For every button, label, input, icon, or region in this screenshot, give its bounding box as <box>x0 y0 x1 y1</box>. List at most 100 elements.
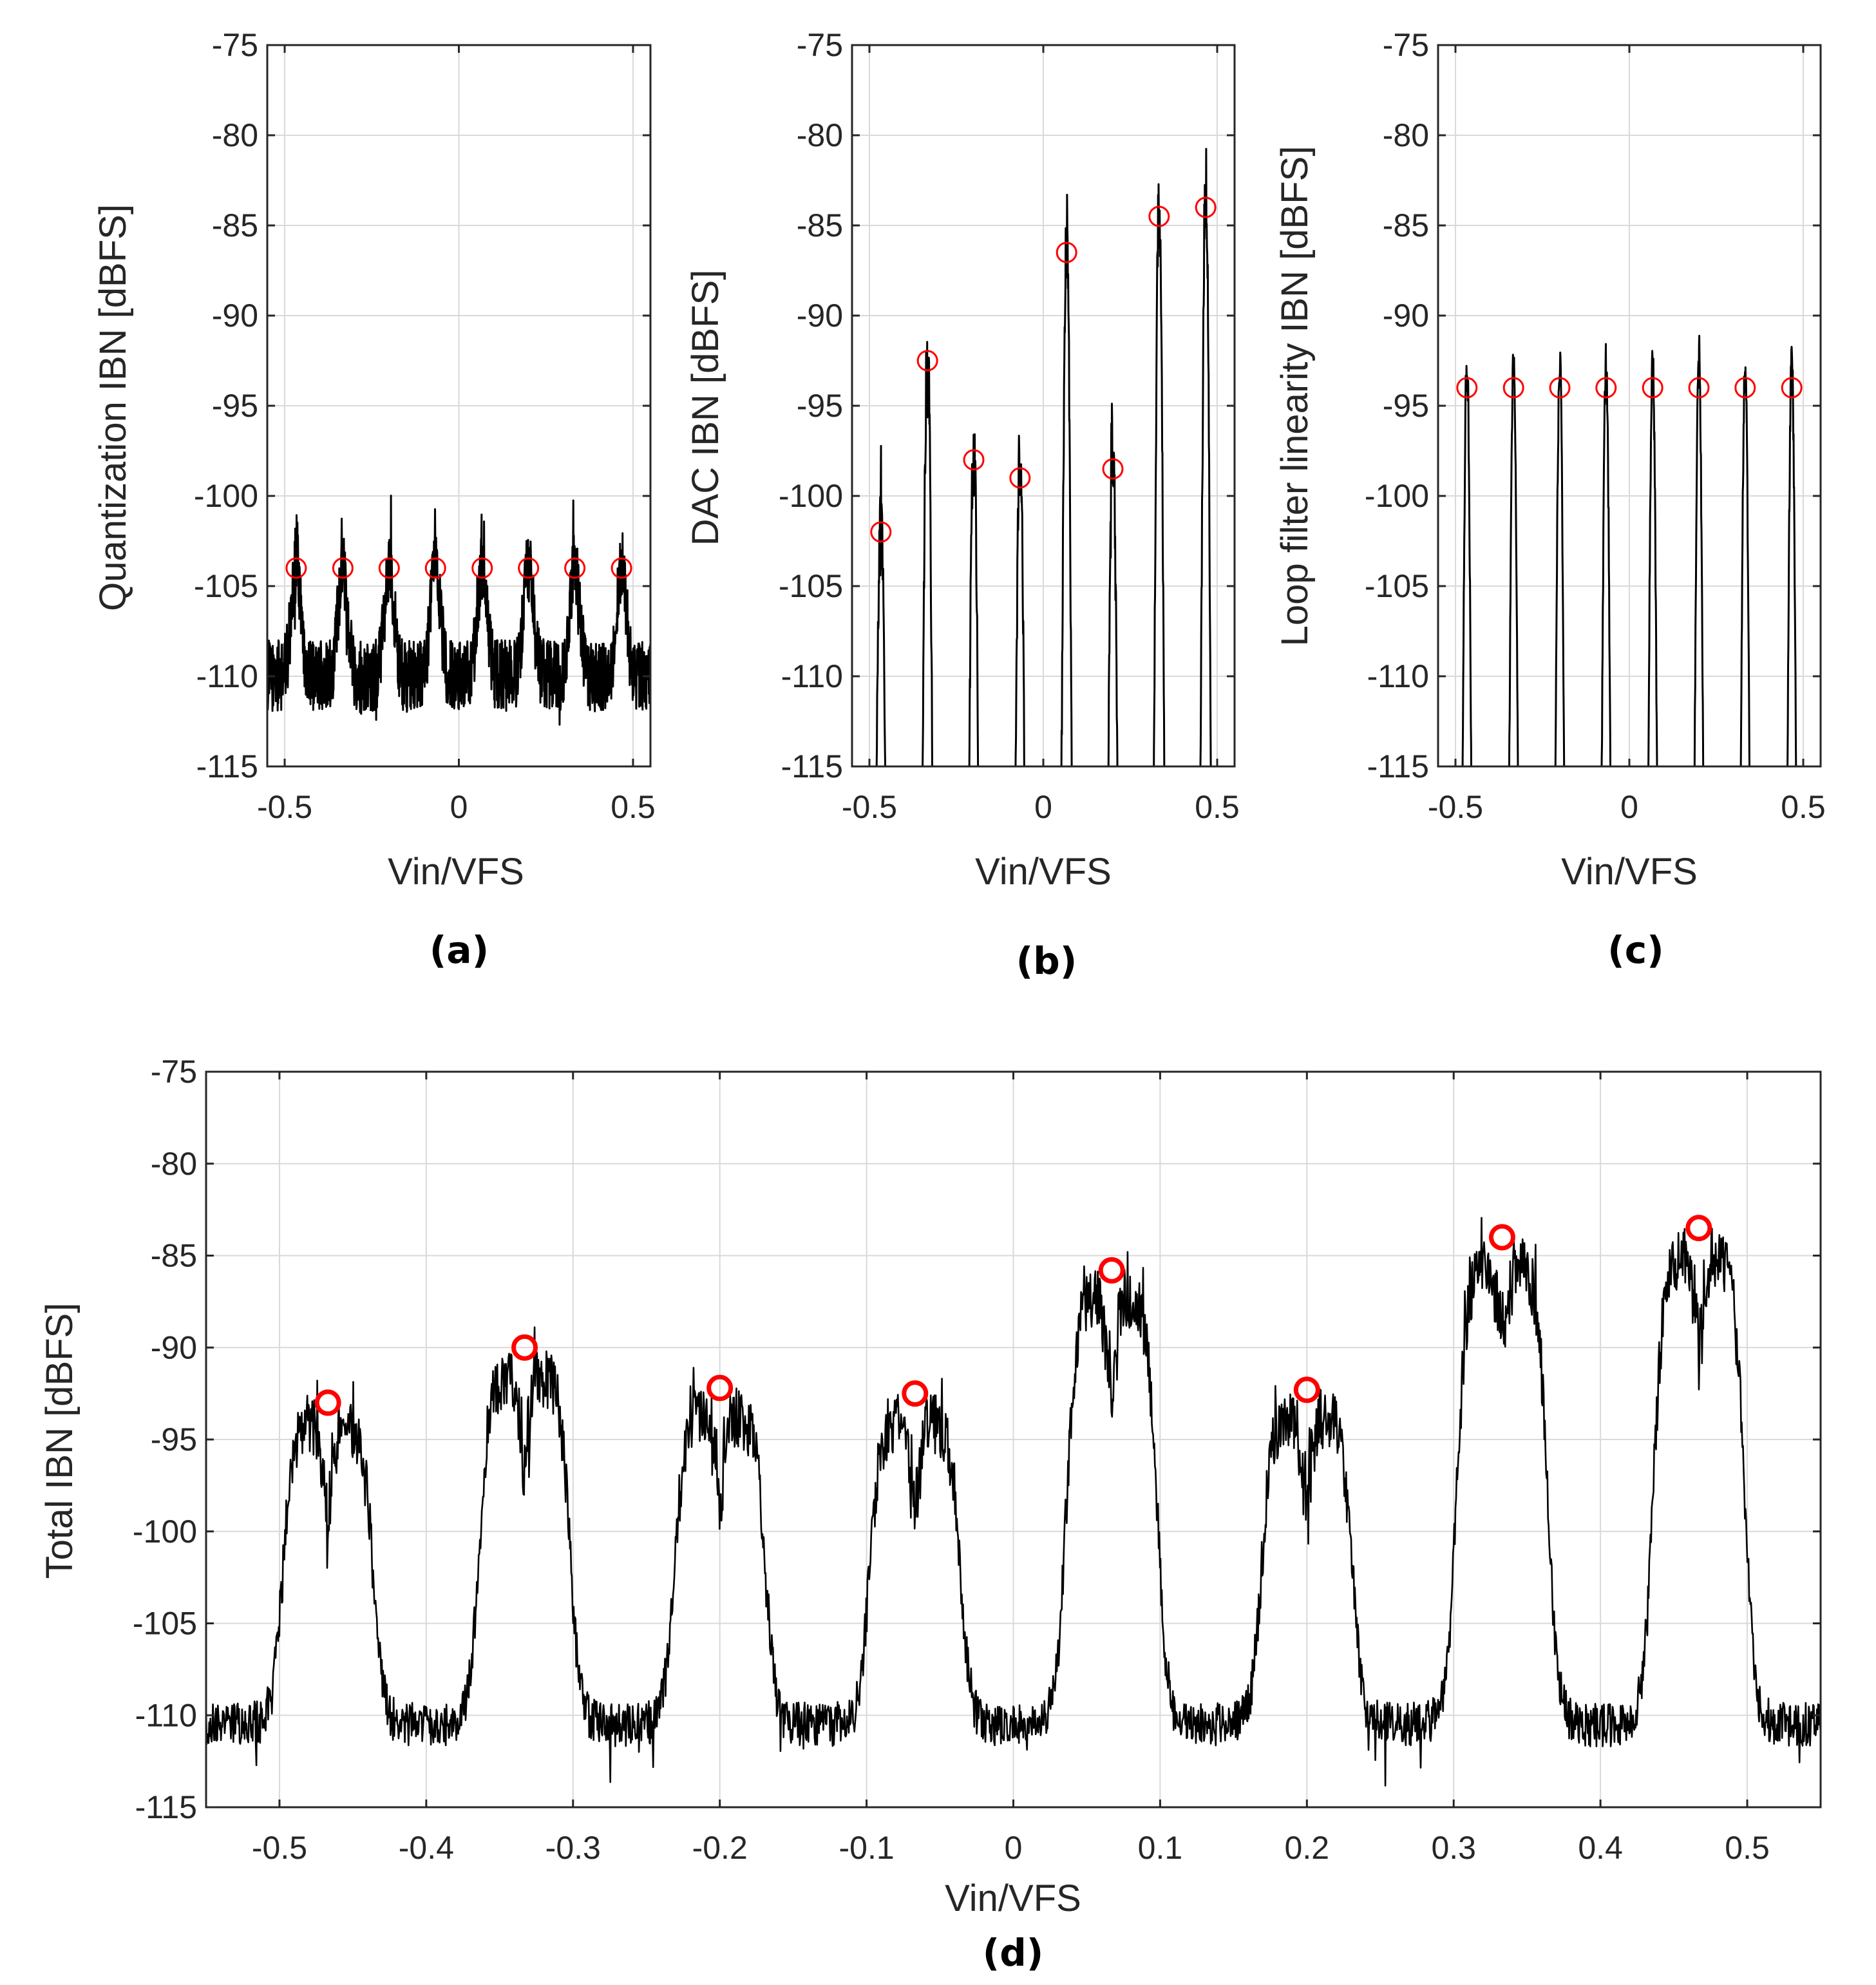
y-tick-label: -110 <box>135 1697 197 1733</box>
y-tick-label: -85 <box>797 207 843 243</box>
peak-marker <box>564 557 586 579</box>
x-tick-label: 0 <box>1005 1830 1023 1866</box>
peak-marker <box>1456 377 1478 399</box>
y-tick-label: -105 <box>779 568 843 604</box>
panel-d-peak-markers <box>314 1215 1712 1416</box>
x-tick-label: 0.4 <box>1578 1830 1623 1866</box>
panel-a-caption: (a) <box>430 928 489 972</box>
y-tick-label: -80 <box>1383 117 1429 153</box>
peak-marker <box>332 557 354 579</box>
panel-a-y-tick-labels: -75 -80 -85 -90 -95 -100 -105 -110 -115 <box>194 27 258 784</box>
x-tick-label: -0.5 <box>257 789 312 825</box>
x-tick-label: -0.5 <box>252 1830 307 1866</box>
y-tick-label: -115 <box>135 1789 197 1825</box>
peak-marker <box>1098 1257 1125 1284</box>
peak-marker <box>424 557 446 579</box>
x-tick-label: 0.5 <box>1781 789 1826 825</box>
panel-d-caption: (d) <box>983 1931 1044 1975</box>
y-tick-label: -105 <box>1365 568 1429 604</box>
x-tick-label: -0.5 <box>842 789 897 825</box>
x-tick-label: 0 <box>450 789 468 825</box>
panel-c-frame <box>1437 44 1822 768</box>
y-tick-label: -110 <box>196 658 258 694</box>
x-tick-label: 0.5 <box>611 789 656 825</box>
y-tick-label: -100 <box>1365 478 1429 514</box>
peak-marker <box>1781 377 1803 399</box>
panel-a-trace-group <box>267 495 650 726</box>
y-tick-label: -115 <box>781 748 843 784</box>
y-tick-label: -90 <box>797 298 843 334</box>
panel-b-grid <box>852 44 1235 767</box>
peak-marker <box>916 350 938 372</box>
panel-c-caption: (c) <box>1607 928 1663 972</box>
y-tick-label: -95 <box>151 1421 197 1458</box>
peak-marker <box>1642 377 1663 399</box>
panel-d-y-tick-labels: -75 -80 -85 -90 -95 -100 -105 -110 -115 <box>133 1054 197 1825</box>
panel-d: -75 -80 -85 -90 -95 -100 -105 -110 -115 -0.5 -0.4… <box>39 1054 1822 1975</box>
panel-c-y-axis-label: Loop filter linearity IBN [dBFS] <box>1274 146 1316 647</box>
y-tick-label: -115 <box>196 748 258 784</box>
panel-d-x-tick-labels: -0.5 -0.4 -0.3 -0.2 -0.1 0 0.1 0.2 0.3 0.4 0.5 <box>252 1830 1770 1866</box>
y-tick-label: -75 <box>151 1054 197 1090</box>
peak-marker <box>471 557 493 579</box>
peak-marker <box>1102 458 1124 480</box>
y-tick-label: -90 <box>151 1329 197 1365</box>
peak-marker <box>902 1380 929 1407</box>
panel-b-peak-markers <box>870 196 1217 543</box>
peak-marker <box>706 1374 734 1401</box>
peak-marker <box>1056 242 1077 263</box>
y-tick-label: -95 <box>797 388 843 424</box>
panel-b-y-tick-labels: -75 -80 -85 -90 -95 -100 -105 -110 -115 <box>779 27 843 784</box>
peak-marker <box>1685 1215 1712 1242</box>
panel-b-x-axis-label: Vin/VFS <box>975 851 1112 893</box>
panel-a-peak-markers <box>285 557 632 579</box>
panel-c-x-tick-labels: -0.5 0 0.5 <box>1428 789 1826 825</box>
panel-a-ibn-trace <box>267 495 650 726</box>
panel-c-peak-markers <box>1456 377 1803 399</box>
y-tick-label: -100 <box>194 478 258 514</box>
peak-marker <box>1195 196 1217 218</box>
x-tick-label: 0.5 <box>1195 789 1240 825</box>
x-tick-label: -0.2 <box>692 1830 748 1866</box>
peak-marker <box>611 557 632 579</box>
y-tick-label: -115 <box>1367 748 1429 784</box>
x-tick-label: 0.2 <box>1285 1830 1330 1866</box>
peak-marker <box>1688 377 1710 399</box>
x-tick-label: -0.4 <box>399 1830 454 1866</box>
peak-marker <box>1549 377 1571 399</box>
x-tick-label: 0.3 <box>1431 1830 1476 1866</box>
panel-b-y-axis-label: DAC IBN [dBFS] <box>685 270 726 546</box>
y-tick-label: -75 <box>212 27 258 63</box>
peak-marker <box>518 557 540 579</box>
y-tick-label: -100 <box>133 1514 197 1550</box>
panel-d-frame <box>205 1070 1822 1809</box>
panel-b: -75 -80 -85 -90 -95 -100 -105 -110 -115 -0.5 0 0.5… <box>685 27 1240 983</box>
peak-marker <box>870 521 892 543</box>
y-tick-label: -100 <box>779 478 843 514</box>
y-tick-label: -95 <box>212 388 258 424</box>
peak-marker <box>1009 467 1031 489</box>
y-tick-label: -105 <box>194 568 258 604</box>
peak-marker <box>1148 205 1170 227</box>
y-tick-label: -110 <box>781 658 843 694</box>
panel-d-y-axis-label: Total IBN [dBFS] <box>39 1303 81 1579</box>
y-tick-label: -75 <box>797 27 843 63</box>
y-tick-label: -80 <box>797 117 843 153</box>
y-tick-label: -90 <box>212 298 258 334</box>
peak-marker <box>1734 377 1756 399</box>
panel-a-x-tick-labels: -0.5 0 0.5 <box>257 789 656 825</box>
x-tick-label: -0.5 <box>1428 789 1483 825</box>
panel-b-caption: (b) <box>1016 939 1077 983</box>
y-tick-label: -85 <box>1383 207 1429 243</box>
peak-marker <box>285 557 307 579</box>
y-tick-label: -80 <box>212 117 258 153</box>
panel-c-x-axis-label: Vin/VFS <box>1561 851 1698 893</box>
x-tick-label: -0.1 <box>839 1830 895 1866</box>
y-tick-label: -85 <box>151 1238 197 1274</box>
peak-marker <box>314 1389 341 1416</box>
x-tick-label: 0 <box>1620 789 1638 825</box>
panel-b-x-tick-labels: -0.5 0 0.5 <box>842 789 1240 825</box>
peak-marker <box>511 1334 538 1361</box>
